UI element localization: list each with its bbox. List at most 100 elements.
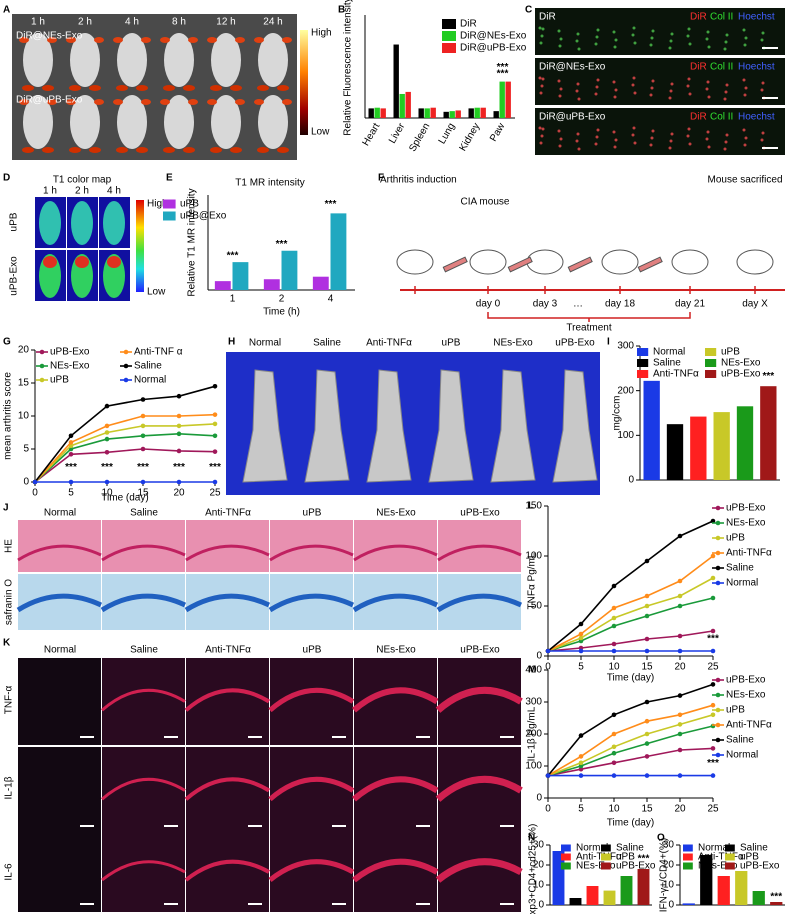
y-tick-label: 10 xyxy=(533,880,545,891)
group-label: Saline xyxy=(313,338,341,349)
cell xyxy=(650,36,654,40)
stain-label: Col II xyxy=(710,112,733,123)
colorbar xyxy=(136,200,144,292)
signal xyxy=(136,85,148,91)
image-panel xyxy=(535,108,785,155)
legend-swatch xyxy=(442,31,456,41)
bar xyxy=(682,903,695,905)
annotation: *** xyxy=(707,758,719,769)
bar xyxy=(424,108,430,118)
legend-swatch xyxy=(715,692,721,698)
cell xyxy=(651,129,655,133)
x-tick-label: Heart xyxy=(361,121,383,148)
bar xyxy=(368,108,374,118)
mouse xyxy=(117,95,147,149)
x-tick-label: 0 xyxy=(545,804,551,815)
legend-swatch xyxy=(601,853,611,861)
point xyxy=(677,648,683,654)
point xyxy=(644,718,650,724)
signal xyxy=(69,147,81,153)
annotation: *** xyxy=(65,462,77,473)
row-label: IL-6 xyxy=(4,863,15,881)
point xyxy=(677,712,683,718)
point xyxy=(212,433,218,439)
signal xyxy=(210,147,222,153)
cell xyxy=(651,29,655,33)
point xyxy=(677,633,683,639)
cell xyxy=(576,132,580,136)
bar xyxy=(690,416,707,480)
cell xyxy=(595,35,599,39)
y-tick-label: 400 xyxy=(525,665,542,676)
time-label: 24 h xyxy=(263,17,282,28)
scale-label: High xyxy=(311,28,332,39)
chart-title: T1 MR intensity xyxy=(235,178,304,189)
bar xyxy=(443,111,449,118)
point xyxy=(176,423,182,429)
group-label: uPB-Exo xyxy=(460,645,500,656)
x-tick-label: 5 xyxy=(578,662,584,673)
panel-letter: O xyxy=(657,833,665,844)
mouse-icon xyxy=(601,249,639,275)
cell xyxy=(668,146,672,150)
tissue xyxy=(16,593,103,613)
x-axis-label: Time (day) xyxy=(607,818,654,829)
y-tick-label: 300 xyxy=(525,697,542,708)
point xyxy=(611,744,617,750)
signal xyxy=(254,37,264,43)
y-tick-label: 20 xyxy=(663,860,675,871)
y-axis-label: IL-1β Pg/mL xyxy=(527,706,538,761)
cell xyxy=(706,130,710,134)
legend-label: Anti-TNFα xyxy=(726,720,772,731)
tissue xyxy=(17,544,102,562)
mouse xyxy=(164,95,194,149)
syringe xyxy=(567,256,593,273)
group-label: Anti-TNFα xyxy=(205,645,251,656)
cell xyxy=(577,147,581,151)
bar xyxy=(405,91,411,118)
group-label: uPB-Exo xyxy=(555,338,595,349)
y-tick-label: 0 xyxy=(628,475,634,486)
point xyxy=(140,479,146,485)
cell xyxy=(575,89,579,93)
mouse xyxy=(117,33,147,87)
time-label: 12 h xyxy=(216,17,235,28)
bar xyxy=(700,855,713,905)
point xyxy=(140,446,146,452)
syringe xyxy=(442,256,468,273)
cell xyxy=(613,45,617,49)
bar xyxy=(620,876,633,905)
cell xyxy=(670,32,674,36)
y-tick-label: 0 xyxy=(538,900,544,911)
row-label: DiR@NEs-Exo xyxy=(539,62,606,73)
colorbar xyxy=(300,30,308,135)
legend-label: Normal xyxy=(576,843,608,854)
point xyxy=(578,763,584,769)
hot-spot xyxy=(43,256,57,268)
legend-label: uPB-Exo xyxy=(50,347,90,358)
cell xyxy=(577,97,581,101)
cell xyxy=(688,92,692,96)
y-tick-label: 100 xyxy=(617,430,634,441)
cell xyxy=(614,38,618,42)
group-label: Normal xyxy=(44,508,76,519)
signal xyxy=(89,85,101,91)
x-tick-label: 2 xyxy=(279,294,285,305)
signal xyxy=(163,147,175,153)
legend-label: uPB xyxy=(721,347,740,358)
annotation: *** xyxy=(770,892,782,903)
cell xyxy=(557,29,561,33)
legend-swatch xyxy=(561,844,571,852)
tissue xyxy=(101,544,186,562)
cell xyxy=(760,38,764,42)
row-label: DiR xyxy=(539,12,556,23)
stain xyxy=(101,777,186,801)
point xyxy=(611,641,617,647)
legend-swatch xyxy=(705,359,717,367)
point xyxy=(644,773,650,778)
signal xyxy=(116,85,128,91)
legend-swatch xyxy=(715,550,721,556)
legend-label: uPB xyxy=(740,852,759,863)
cell xyxy=(687,77,691,81)
mouse-icon xyxy=(469,249,507,275)
